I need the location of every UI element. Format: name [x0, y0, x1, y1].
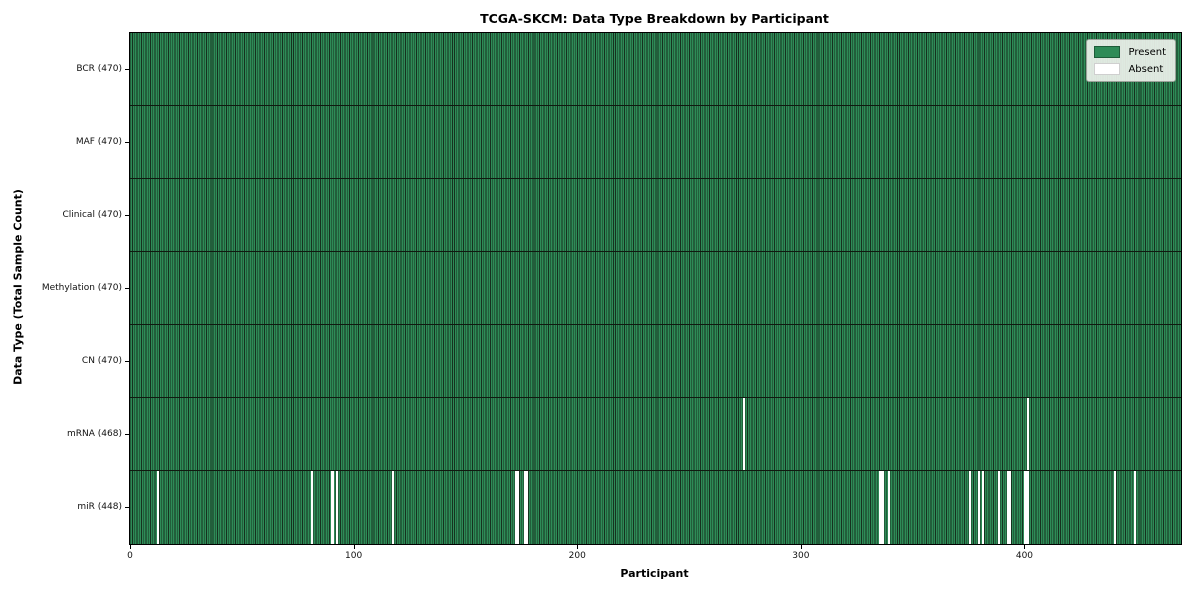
absent-bar-miR-172 — [514, 471, 517, 544]
y-tick-label-Clinical: Clinical (470) — [62, 209, 122, 220]
absent-bar-miR-176 — [523, 471, 526, 544]
absent-bar-miR-393 — [1008, 471, 1012, 544]
absent-bar-miR-401 — [1026, 471, 1029, 544]
heatmap-row-MAF — [130, 106, 1181, 179]
y-tick-label-BCR: BCR (470) — [76, 63, 122, 74]
absent-bar-mRNA-274 — [742, 398, 745, 470]
y-tick-mark-CN — [125, 360, 129, 362]
y-axis-label: Data Type (Total Sample Count) — [11, 189, 25, 385]
y-tick-mark-miR — [125, 506, 129, 508]
y-tick-label-CN: CN (470) — [81, 355, 122, 366]
y-tick-label-Methylation: Methylation (470) — [41, 282, 122, 293]
y-tick-label-miR: miR (448) — [77, 501, 122, 512]
y-tick-label-MAF: MAF (470) — [75, 136, 122, 147]
absent-bar-miR-388 — [997, 471, 1000, 544]
absent-bar-miR-440 — [1113, 471, 1117, 544]
legend-label-present: Present — [1128, 46, 1166, 58]
absent-bar-miR-117 — [391, 471, 394, 544]
x-tick-label-200: 200 — [568, 551, 586, 561]
heatmap-row-BCR — [130, 33, 1181, 106]
absent-bar-miR-381 — [981, 471, 985, 544]
y-tick-mark-Methylation — [125, 287, 129, 289]
heatmap-row-Clinical — [130, 179, 1181, 252]
y-tick-mark-BCR — [125, 68, 129, 70]
x-tick-label-0: 0 — [127, 551, 133, 561]
heatmap-row-mRNA — [130, 398, 1181, 471]
present-swatch-icon — [1094, 46, 1121, 58]
x-tick-mark-200 — [577, 545, 579, 549]
x-tick-label-100: 100 — [345, 551, 363, 561]
heatmap-rows — [130, 33, 1181, 544]
absent-bar-miR-90 — [331, 471, 334, 544]
x-axis-label: Participant — [620, 567, 689, 580]
absent-bar-miR-379 — [977, 471, 980, 544]
absent-bar-miR-336 — [881, 471, 884, 544]
absent-bar-miR-449 — [1134, 471, 1137, 544]
y-tick-mark-Clinical — [125, 214, 129, 216]
legend-item-absent: Absent — [1094, 63, 1166, 75]
absent-bar-miR-375 — [968, 471, 971, 544]
x-tick-mark-300 — [800, 545, 802, 549]
absent-bar-miR-12 — [156, 471, 160, 544]
legend: Present Absent — [1086, 39, 1176, 82]
legend-label-absent: Absent — [1128, 63, 1164, 75]
x-tick-label-400: 400 — [1015, 551, 1034, 561]
y-tick-label-mRNA: mRNA (468) — [67, 428, 122, 439]
x-tick-label-300: 300 — [792, 551, 810, 561]
x-tick-mark-100 — [353, 545, 355, 549]
absent-bar-miR-400 — [1024, 471, 1027, 544]
absent-bar-mRNA-401 — [1026, 398, 1029, 470]
y-tick-mark-mRNA — [125, 433, 129, 435]
chart-title: TCGA-SKCM: Data Type Breakdown by Partic… — [480, 11, 829, 26]
y-tick-mark-MAF — [125, 141, 129, 143]
x-tick-mark-0 — [130, 545, 131, 549]
absent-bar-miR-173 — [516, 471, 520, 544]
absent-bar-miR-92 — [335, 471, 339, 544]
x-tick-mark-400 — [1024, 545, 1026, 549]
absent-swatch-icon — [1094, 63, 1121, 75]
heatmap-row-Methylation — [130, 252, 1181, 325]
plot-area: Present Absent — [129, 32, 1182, 545]
absent-bar-miR-177 — [525, 471, 529, 544]
absent-bar-miR-392 — [1006, 471, 1009, 544]
legend-item-present: Present — [1094, 46, 1166, 58]
heatmap-row-CN — [130, 325, 1181, 398]
heatmap-row-miR — [130, 471, 1181, 544]
absent-bar-miR-335 — [879, 471, 882, 544]
absent-bar-miR-81 — [311, 471, 314, 544]
absent-bar-miR-339 — [888, 471, 891, 544]
